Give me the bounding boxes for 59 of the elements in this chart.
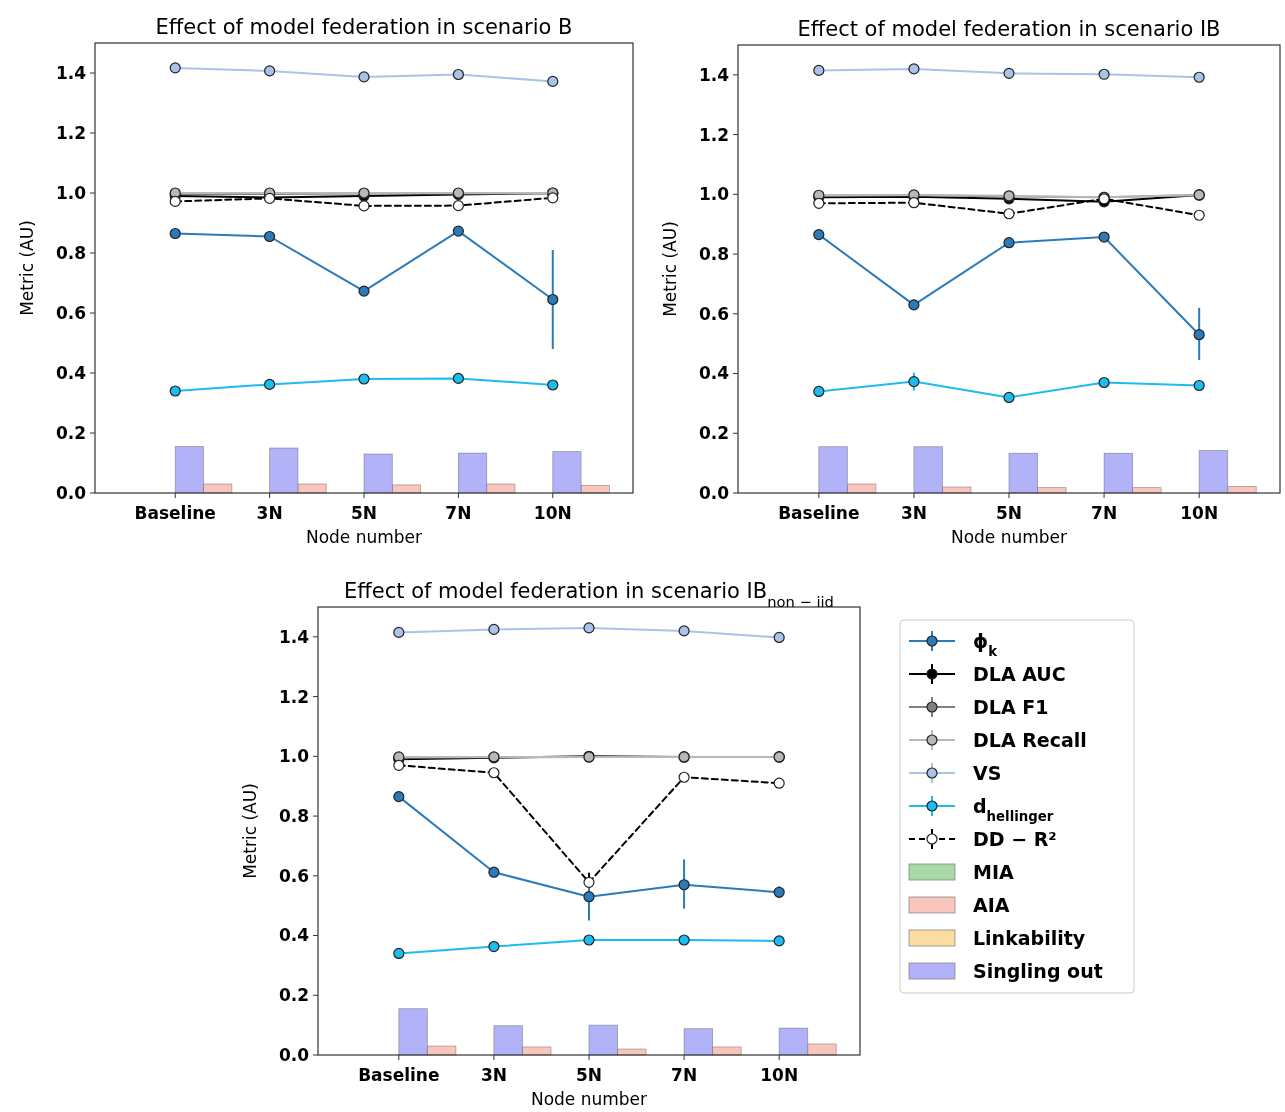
x-tick-label: 10N: [533, 503, 572, 523]
legend-label: DLA F1: [973, 695, 1049, 718]
y-tick-label: 0.0: [278, 1044, 310, 1065]
y-axis-title: Metric (AU): [240, 783, 260, 879]
y-tick-label: 0.8: [698, 244, 729, 265]
x-tick-label: 7N: [445, 503, 472, 523]
x-tick-label: 3N: [900, 503, 927, 523]
x-tick-label: 3N: [256, 503, 283, 523]
x-tick-label: Baseline: [358, 1065, 440, 1085]
x-tick-label: 7N: [671, 1065, 698, 1085]
y-axis-title: Metric (AU): [660, 221, 680, 317]
y-tick-label: 0.2: [55, 422, 86, 443]
x-axis-title: Node number: [950, 527, 1068, 547]
y-tick-label: 0.4: [698, 363, 730, 384]
x-tick-label: 5N: [995, 503, 1023, 523]
y-tick-label: 0.4: [55, 362, 87, 383]
y-tick-label: 1.2: [278, 686, 309, 707]
y-tick-label: 1.0: [55, 182, 87, 203]
x-axis-title: Node number: [305, 527, 423, 547]
x-tick-label: 5N: [350, 503, 378, 523]
chart-title: Effect of model federation in scenario B: [155, 15, 573, 39]
y-tick-label: 0.0: [698, 482, 730, 503]
legend-label: d$_{hellinger}$: [973, 794, 1054, 824]
x-tick-label: Baseline: [778, 503, 860, 523]
y-tick-label: 0.2: [278, 985, 309, 1006]
y-tick-label: 1.4: [278, 626, 310, 647]
y-tick-label: 0.8: [55, 242, 86, 263]
y-tick-label: 0.6: [278, 865, 309, 886]
y-tick-label: 1.2: [55, 122, 86, 143]
y-tick-label: 0.2: [698, 423, 729, 444]
y-tick-label: 0.6: [698, 303, 729, 324]
legend-label: MIA: [973, 860, 1014, 883]
y-tick-label: 1.0: [278, 746, 310, 767]
legend-label: DD − R²: [973, 827, 1057, 850]
legend-label: DLA AUC: [973, 662, 1066, 685]
legend-label: VS: [973, 761, 1002, 784]
x-tick-label: 10N: [1180, 503, 1219, 523]
y-tick-label: 0.0: [55, 482, 87, 503]
y-tick-label: 0.8: [278, 806, 309, 827]
legend-label: AIA: [973, 893, 1010, 916]
chart-title: Effect of model federation in scenario IB$_{non − iid}$: [344, 579, 834, 610]
chart-title: Effect of model federation in scenario IB: [797, 17, 1221, 41]
legend-label: ϕ$_{k}$: [973, 629, 999, 659]
legend-label: Linkability: [973, 926, 1086, 949]
x-tick-label: 10N: [760, 1065, 799, 1085]
y-tick-label: 1.4: [55, 62, 87, 83]
legend-label: Singling out: [973, 959, 1103, 982]
y-axis-title: Metric (AU): [17, 220, 37, 316]
y-tick-label: 0.6: [55, 302, 86, 323]
y-tick-label: 0.4: [278, 925, 310, 946]
x-tick-label: 5N: [575, 1065, 603, 1085]
legend-label: DLA Recall: [973, 728, 1087, 751]
y-tick-label: 1.4: [698, 64, 730, 85]
x-axis-title: Node number: [530, 1089, 648, 1109]
y-tick-label: 1.2: [698, 124, 729, 145]
x-tick-label: 7N: [1091, 503, 1118, 523]
y-tick-label: 1.0: [698, 184, 730, 205]
x-tick-label: 3N: [480, 1065, 507, 1085]
x-tick-label: Baseline: [134, 503, 216, 523]
